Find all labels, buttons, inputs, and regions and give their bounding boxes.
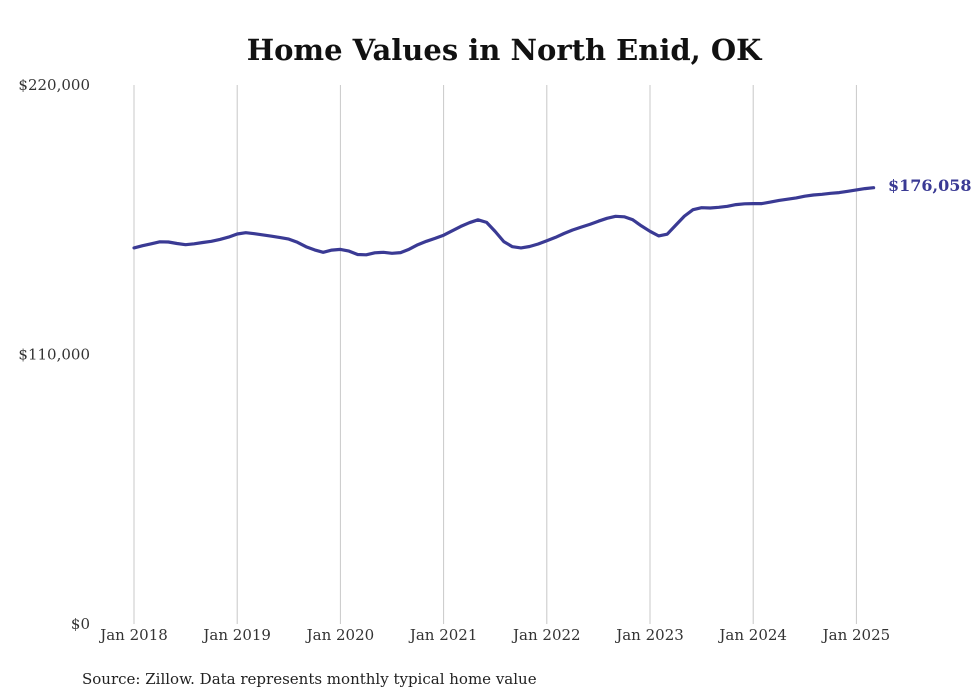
series-line-home-value: [132, 186, 876, 257]
source-note: Source: Zillow. Data represents monthly …: [82, 670, 537, 688]
y-tick-label: $220,000: [18, 76, 90, 94]
x-tick-label: Jan 2022: [511, 626, 581, 644]
x-tick-label: Jan 2018: [98, 626, 168, 644]
y-tick-label: $110,000: [18, 346, 90, 364]
x-tick-label: Jan 2023: [614, 626, 684, 644]
y-axis-ticks: $0 $110,000 $220,000: [18, 76, 90, 633]
x-tick-label: Jan 2020: [305, 626, 375, 644]
x-tick-label: Jan 2025: [821, 626, 891, 644]
x-tick-label: Jan 2019: [201, 626, 271, 644]
end-value-label: $176,058: [888, 176, 972, 195]
x-axis-ticks: Jan 2018 Jan 2019 Jan 2020 Jan 2021 Jan 2022…: [98, 626, 890, 644]
x-tick-label: Jan 2021: [408, 626, 478, 644]
x-tick-label: Jan 2024: [717, 626, 787, 644]
vertical-gridlines: [133, 85, 857, 624]
chart-title: Home Values in North Enid, OK: [247, 33, 763, 67]
y-tick-label: $0: [71, 615, 90, 633]
